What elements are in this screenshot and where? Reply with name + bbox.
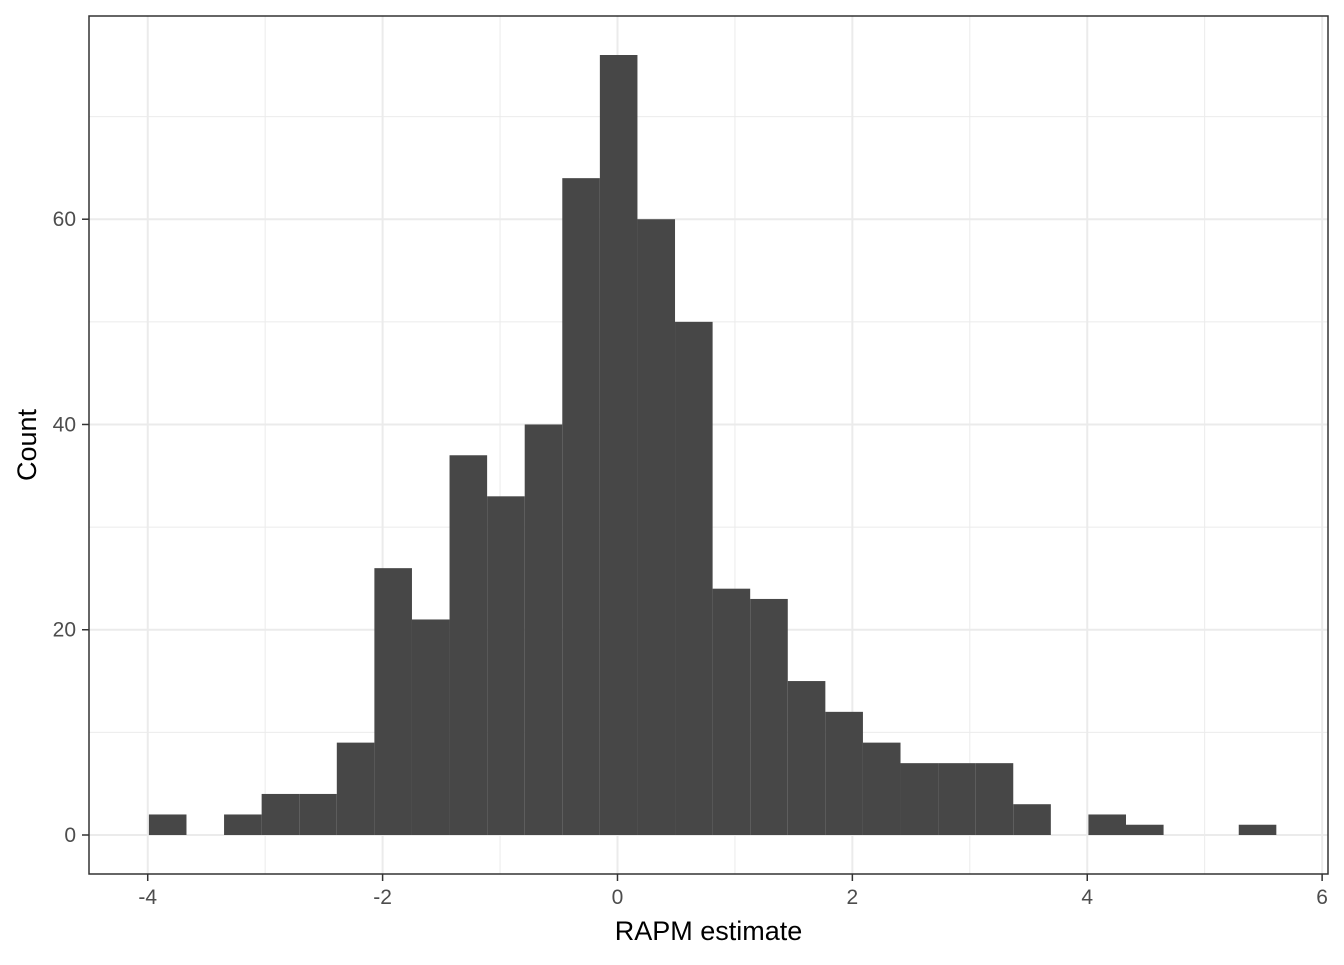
histogram-bar (525, 424, 563, 835)
histogram-bar (1239, 825, 1277, 835)
histogram-bar (337, 743, 375, 835)
histogram-bar (412, 619, 450, 835)
y-tick-label: 40 (53, 413, 76, 436)
y-tick-label: 60 (53, 208, 76, 231)
x-tick-label: 4 (1081, 886, 1093, 909)
histogram-bar (976, 763, 1014, 835)
y-tick-label: 20 (53, 619, 76, 642)
x-axis-ticks: -4 -2 0 2 4 6 (138, 874, 1328, 909)
histogram-bar (675, 322, 713, 835)
y-axis-title: Count (12, 408, 42, 481)
histogram-bar (825, 712, 863, 835)
histogram-bar (1126, 825, 1164, 835)
x-tick-label: -4 (138, 886, 157, 909)
histogram-bar (1088, 814, 1126, 835)
histogram-bar (938, 763, 976, 835)
histogram-bar (713, 589, 751, 835)
histogram-bar (224, 814, 262, 835)
x-axis-title: RAPM estimate (615, 916, 803, 946)
histogram-bar (1013, 804, 1051, 835)
histogram-bar (562, 178, 600, 835)
x-tick-label: -2 (373, 886, 392, 909)
y-tick-label: 0 (64, 824, 76, 847)
x-tick-label: 6 (1316, 886, 1328, 909)
histogram-bar (750, 599, 788, 835)
histogram-bar (487, 496, 525, 835)
histogram-bar (299, 794, 337, 835)
histogram-bar (450, 455, 488, 835)
histogram-bar (637, 219, 675, 835)
histogram-bar (149, 814, 187, 835)
histogram-bar (901, 763, 939, 835)
y-axis-ticks: 0 20 40 60 (53, 208, 89, 847)
histogram-bar (374, 568, 412, 835)
x-tick-label: 2 (847, 886, 859, 909)
histogram-bar (788, 681, 826, 835)
x-tick-label: 0 (612, 886, 624, 909)
histogram-bar (600, 55, 638, 835)
histogram-bar (863, 743, 901, 835)
histogram-bar (262, 794, 300, 835)
histogram-bars (149, 55, 1276, 835)
